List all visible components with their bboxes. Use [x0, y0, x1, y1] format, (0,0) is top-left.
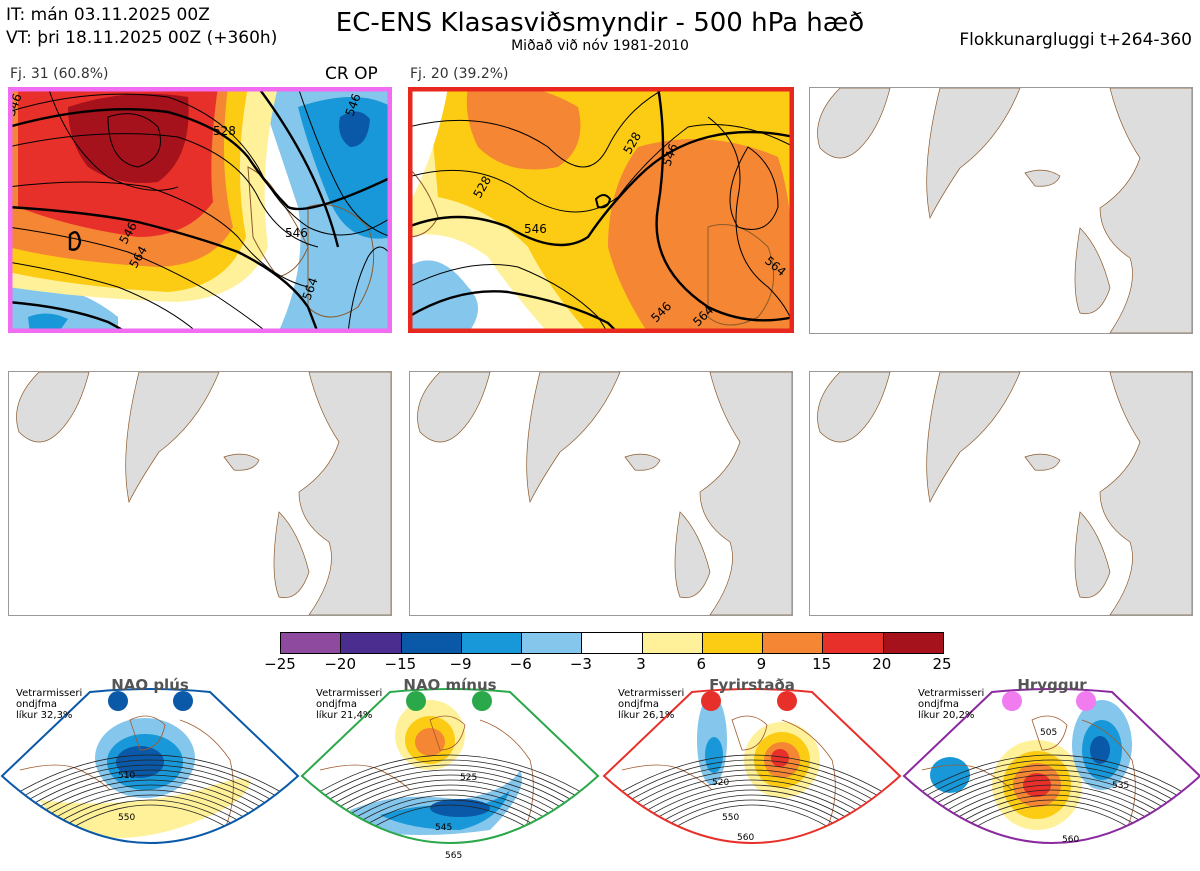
regime-contour-label: 520: [712, 778, 729, 788]
regime-title: NAO mínus: [403, 676, 497, 694]
regime-map-1: 510 550: [0, 688, 300, 844]
colorbar-swatch: [642, 633, 703, 653]
colorbar-tick-label: 25: [932, 655, 952, 673]
regime-note-line: ondjfma: [618, 699, 659, 710]
regime-note-line: Vetrarmisseri: [918, 688, 985, 699]
regime-contour-label: 510: [118, 771, 135, 781]
contour-label: 546: [524, 222, 547, 236]
land-coast: [307, 204, 375, 318]
anomaly-dark-blue: [28, 313, 68, 333]
cluster-1-label: Fj. 31 (60.8%): [10, 66, 109, 82]
regime-note-line: líkur 20,2%: [918, 710, 975, 721]
regime-title: Fyrirstaða: [709, 676, 795, 694]
empty-map-4: [8, 371, 392, 616]
colorbar-swatch: [582, 633, 643, 653]
regime-contour-label: 550: [722, 813, 739, 823]
colorbar-swatch: [763, 633, 824, 653]
anomaly-dark-red: [68, 93, 189, 183]
regime-note-line: Vetrarmisseri: [618, 688, 685, 699]
colorbar-swatch: [401, 633, 462, 653]
regime-contour-label: 565: [445, 851, 462, 861]
colorbar-swatch: [461, 633, 523, 653]
regime-note-line: ondjfma: [918, 699, 959, 710]
regime-note-line: líkur 26,1%: [618, 710, 675, 721]
regime-note-line: líkur 32,3%: [16, 710, 73, 721]
colorbar-swatch: [341, 633, 402, 653]
colorbar-swatch: [522, 633, 583, 653]
regime-title: Hryggur: [1017, 676, 1087, 694]
empty-map-5: [409, 371, 793, 616]
page-title: EC-ENS Klasasviðsmyndir - 500 hPa hæð: [335, 8, 865, 38]
contour-label: 546: [285, 226, 308, 240]
regime-marker-dot: [1002, 691, 1022, 711]
regime-contour-label: 505: [1040, 728, 1057, 738]
colorbar-tick-label: −6: [509, 655, 532, 673]
regime-contour-label: 550: [118, 813, 135, 823]
empty-map-6: [809, 371, 1193, 616]
regime-note: Vetrarmisseri ondjfma líkur 26,1%: [618, 688, 684, 721]
regime-contour-label: 545: [435, 823, 452, 833]
colorbar: [280, 632, 944, 654]
cluster-border: [8, 87, 392, 333]
regime-note-line: Vetrarmisseri: [16, 688, 83, 699]
empty-map-3: [809, 87, 1193, 334]
regime-contour-label: 525: [460, 773, 477, 783]
init-time: IT: mán 03.11.2025 00Z: [6, 5, 210, 25]
header-times: IT: mán 03.11.2025 00Z VT: þri 18.11.202…: [6, 4, 277, 50]
anomaly-blue: [298, 97, 392, 239]
contour-label: 528: [213, 124, 236, 138]
colorbar-tick-label: −9: [449, 655, 472, 673]
land-coast: [408, 166, 439, 238]
colorbar-tick-label: −25: [264, 655, 296, 673]
regime-note: Vetrarmisseri ondjfma líkur 32,3%: [16, 688, 82, 721]
cluster-2-label: Fj. 20 (39.2%): [410, 66, 509, 82]
regime-note-line: ondjfma: [16, 699, 57, 710]
regime-contour-label: 560: [737, 833, 754, 843]
anomaly-orange: [466, 87, 581, 170]
regime-note: Vetrarmisseri ondjfma líkur 21,4%: [316, 688, 382, 721]
regime-note-line: Vetrarmisseri: [316, 688, 383, 699]
cluster-border: [408, 87, 794, 333]
regime-note: Vetrarmisseri ondjfma líkur 20,2%: [918, 688, 984, 721]
colorbar-swatch: [702, 633, 764, 653]
regime-marker-dot: [701, 691, 721, 711]
colorbar-swatch: [823, 633, 884, 653]
colorbar-tick-label: 9: [756, 655, 767, 673]
regime-title: NAO plús: [111, 676, 189, 694]
cluster-2-map: 528 528 546 546 564 546 564: [408, 87, 794, 333]
regime-marker-dot: [108, 691, 128, 711]
colorbar-tick-label: 15: [812, 655, 832, 673]
colorbar-swatch: [883, 633, 943, 653]
page-subtitle: Miðað við nóv 1981-2010: [511, 38, 689, 54]
regime-marker-dot: [472, 691, 492, 711]
colorbar-tick-label: 20: [872, 655, 892, 673]
regime-map-4: 505 535 560: [902, 688, 1200, 845]
valid-time: VT: þri 18.11.2025 00Z (+360h): [6, 28, 278, 48]
colorbar-tick-label: 6: [696, 655, 707, 673]
colorbar-tick-label: −15: [384, 655, 417, 673]
regime-map-3: 520 550 560: [602, 688, 902, 844]
regime-contour-label: 535: [1112, 781, 1129, 791]
anomaly-dark-blue: [339, 111, 370, 147]
cluster-window: Flokkunargluggi t+264-360: [959, 30, 1192, 50]
colorbar-tick-label: −3: [569, 655, 592, 673]
regime-marker-dot: [1076, 691, 1096, 711]
cluster-1-map: 546 528 546 564 546 564 546: [8, 87, 392, 333]
colorbar-swatch: [281, 633, 342, 653]
regime-contour-label: 560: [1062, 835, 1079, 845]
colorbar-tick-label: 3: [636, 655, 646, 673]
anomaly-orange: [608, 139, 794, 333]
regime-map-2: 525 545 565: [300, 688, 600, 861]
colorbar-tick-label: −20: [324, 655, 356, 673]
regime-marker-dot: [406, 691, 426, 711]
regime-marker-dot: [173, 691, 193, 711]
regime-note-line: ondjfma: [316, 699, 357, 710]
regime-note-line: líkur 21,4%: [316, 710, 373, 721]
regime-marker-dot: [777, 691, 797, 711]
cluster-1-tag: CR OP: [325, 64, 378, 84]
